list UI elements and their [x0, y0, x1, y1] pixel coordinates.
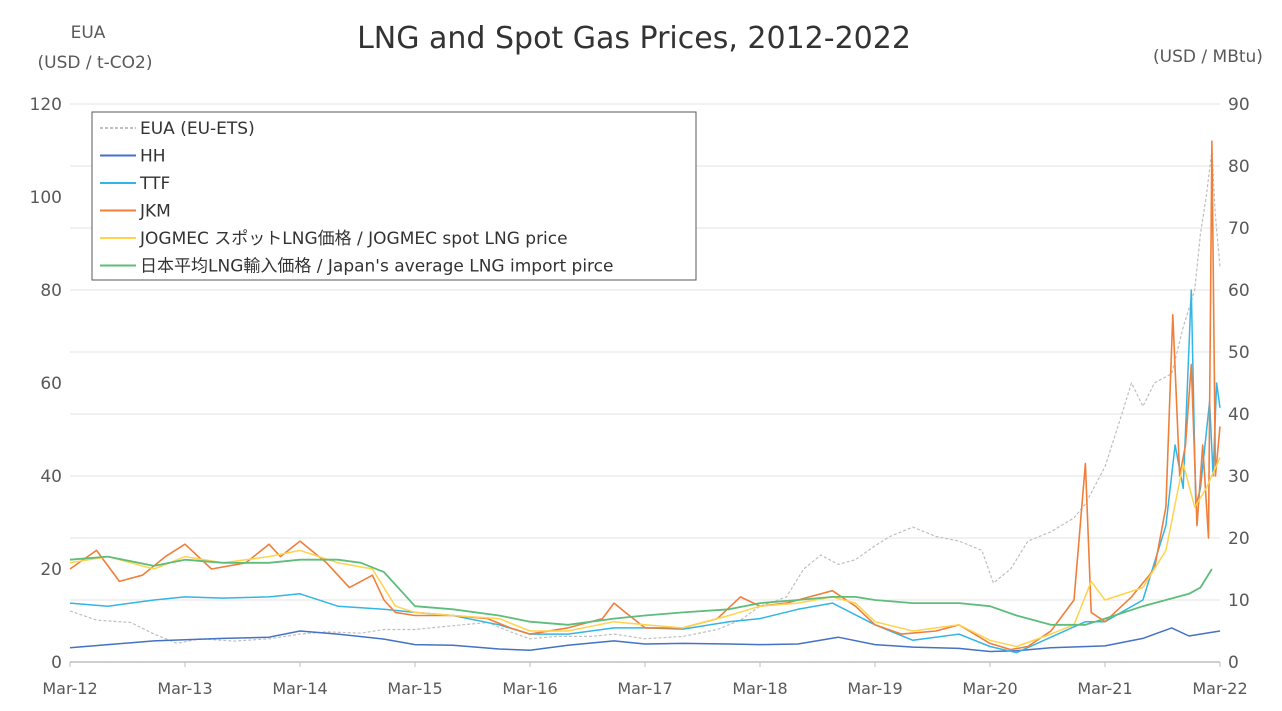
- legend-label: 日本平均LNG輸入価格 / Japan's average LNG import…: [140, 257, 613, 277]
- x-tick-label: Mar-17: [617, 679, 672, 698]
- series-lines: [69, 140, 1221, 654]
- chart-title: LNG and Spot Gas Prices, 2012-2022: [357, 21, 911, 56]
- right-tick-label: 80: [1228, 157, 1250, 177]
- series-line: [69, 149, 1221, 645]
- left-tick-label: 120: [30, 95, 62, 115]
- legend-label: JKM: [139, 202, 171, 222]
- legend-label: EUA (EU-ETS): [140, 119, 255, 139]
- left-tick-label: 0: [51, 653, 62, 673]
- x-tick-label: Mar-18: [732, 679, 787, 698]
- right-tick-label: 10: [1228, 591, 1250, 611]
- left-tick-label: 80: [40, 281, 62, 301]
- series-line: [69, 627, 1221, 653]
- right-axis-ticks: 0 10 20 30 40 50 60 70 80 90: [1228, 95, 1250, 673]
- x-tick-label: Mar-13: [157, 679, 212, 698]
- right-tick-label: 20: [1228, 529, 1250, 549]
- right-tick-label: 60: [1228, 281, 1250, 301]
- right-tick-label: 90: [1228, 95, 1250, 115]
- legend-label: TTF: [139, 174, 170, 194]
- left-tick-label: 60: [40, 374, 62, 394]
- x-tick-label: Mar-14: [272, 679, 327, 698]
- series-line: [69, 457, 1221, 648]
- right-tick-label: 40: [1228, 405, 1250, 425]
- x-tick-label: Mar-22: [1192, 679, 1247, 698]
- left-tick-label: 40: [40, 467, 62, 487]
- legend-box: [91, 111, 697, 281]
- series-line: [69, 555, 1213, 626]
- right-tick-label: 70: [1228, 219, 1250, 239]
- legend-label: HH: [140, 147, 166, 167]
- right-tick-label: 0: [1228, 653, 1239, 673]
- series-line: [69, 289, 1221, 654]
- x-axis-ticks: Mar-12 Mar-13 Mar-14 Mar-15 Mar-16 Mar-17 Mar-…: [42, 662, 1248, 698]
- x-tick-label: Mar-15: [387, 679, 442, 698]
- x-tick-label: Mar-16: [502, 679, 557, 698]
- right-tick-label: 50: [1228, 343, 1250, 363]
- x-tick-label: Mar-21: [1077, 679, 1132, 698]
- left-axis-label-line1: EUA: [71, 23, 106, 43]
- left-axis-ticks: 0 20 40 60 80 100 120: [30, 95, 62, 673]
- legend: EUA (EU-ETS) HH TTF JKM JOGMEC スポットLNG価格 / J…: [91, 111, 697, 281]
- left-axis-label-line2: (USD / t-CO2): [38, 53, 153, 73]
- x-tick-label: Mar-19: [847, 679, 902, 698]
- x-tick-label: Mar-12: [42, 679, 97, 698]
- left-tick-label: 20: [40, 560, 62, 580]
- right-tick-label: 30: [1228, 467, 1250, 487]
- right-axis-label: (USD / MBtu): [1153, 47, 1263, 67]
- legend-label: JOGMEC スポットLNG価格 / JOGMEC spot LNG price: [139, 229, 568, 249]
- x-tick-label: Mar-20: [962, 679, 1017, 698]
- left-tick-label: 100: [30, 188, 62, 208]
